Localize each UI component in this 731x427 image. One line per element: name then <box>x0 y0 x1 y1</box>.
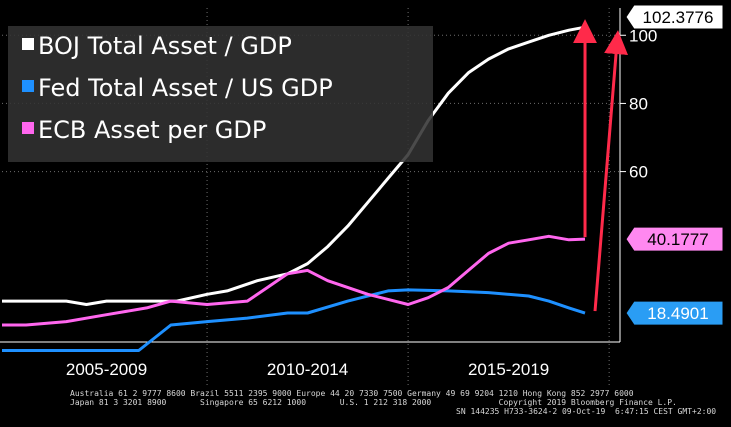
legend-swatch-ecb <box>22 122 34 134</box>
legend-box: BOJ Total Asset / GDP Fed Total Asset / … <box>8 26 433 162</box>
legend-label-ecb: ECB Asset per GDP <box>38 116 267 144</box>
y-tick-label: 100 <box>629 26 657 45</box>
y-tick-label: 60 <box>629 163 648 182</box>
value-tag-fed: 18.4901 <box>625 300 724 326</box>
value-tag-ecb: 40.1777 <box>625 226 724 252</box>
legend-label-boj: BOJ Total Asset / GDP <box>38 32 292 60</box>
legend-label-fed: Fed Total Asset / US GDP <box>38 74 333 102</box>
footer-line-2: Japan 81 3 3201 8900 Singapore 65 6212 1… <box>70 398 677 407</box>
legend-entry-boj: BOJ Total Asset / GDP <box>22 32 292 60</box>
value-tag-fed-text: 18.4901 <box>647 304 708 323</box>
x-period-label: 2015-2019 <box>468 360 549 379</box>
red-arrow-fed <box>593 30 629 312</box>
x-period-label: 2005-2009 <box>66 360 147 379</box>
value-tag-boj-text: 102.3776 <box>643 8 714 27</box>
y-tick-label: 80 <box>629 94 648 113</box>
boj-line <box>2 25 586 306</box>
legend-swatch-boj <box>22 38 34 50</box>
legend-swatch-fed <box>22 80 34 92</box>
value-tag-boj: 102.3776 <box>625 4 724 30</box>
fed-line <box>2 288 586 352</box>
legend-entry-ecb: ECB Asset per GDP <box>22 116 266 144</box>
value-tag-ecb-text: 40.1777 <box>647 230 708 249</box>
ecb-line <box>2 234 586 327</box>
footer: Australia 61 2 9777 8600 Brazil 5511 239… <box>0 387 731 427</box>
x-period-label: 2010-2014 <box>267 360 348 379</box>
footer-line-1: Australia 61 2 9777 8600 Brazil 5511 239… <box>70 389 634 398</box>
footer-line-3: SN 144235 H733-3624-2 09-Oct-19 6:47:15 … <box>456 407 717 416</box>
legend-entry-fed: Fed Total Asset / US GDP <box>22 74 333 102</box>
